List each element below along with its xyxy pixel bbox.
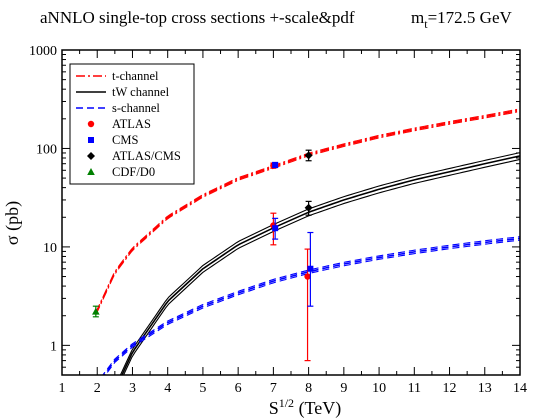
legend-entry-label: ATLAS/CMS: [112, 149, 181, 163]
series-line-tw-channel: [119, 152, 520, 375]
series-line-s-channel: [103, 237, 520, 375]
title-mass-value: =172.5 GeV: [428, 8, 513, 27]
y-tick-label: 1: [50, 339, 57, 354]
x-tick-label: 4: [164, 381, 171, 396]
marker-cms: [307, 265, 314, 272]
series-line-tw-channel: [122, 158, 520, 375]
x-tick-label: 11: [408, 381, 421, 396]
x-tick-label: 8: [305, 381, 312, 396]
y-tick-label: 1000: [29, 44, 57, 59]
chart-title: aNNLO single-top cross sections +-scale&…: [40, 8, 355, 27]
legend-marker: [87, 120, 95, 128]
x-tick-label: 1: [59, 381, 66, 396]
y-axis-label: σ (pb): [2, 201, 23, 245]
x-tick-label: 6: [235, 381, 242, 396]
y-tick-label: 100: [36, 142, 57, 157]
x-tick-label: 12: [443, 381, 457, 396]
plot-area: [92, 108, 520, 375]
marker-atlas-cms: [304, 203, 313, 212]
x-tick-label: 5: [199, 381, 206, 396]
x-tick-label: 10: [372, 381, 386, 396]
legend-entry-label: t-channel: [112, 69, 159, 83]
marker-cms: [272, 225, 279, 232]
legend-marker: [87, 168, 95, 175]
legend-entry-label: CMS: [112, 133, 138, 147]
marker-cdf-d0: [92, 307, 100, 315]
marker-atlas-cms: [304, 151, 313, 160]
x-tick-label: 3: [129, 381, 136, 396]
x-tick-label: 7: [270, 381, 277, 396]
legend-marker: [87, 152, 95, 160]
curves: [95, 108, 520, 375]
legend-entry-label: CDF/D0: [112, 165, 155, 179]
x-axis-label-sup: 1/2: [279, 396, 294, 410]
legend-marker: [88, 137, 94, 143]
marker-atlas: [304, 273, 311, 280]
legend-entry-label: ATLAS: [112, 117, 151, 131]
legend: t-channel tW channel s-channel ATLAS CMS ATLA…: [69, 63, 195, 185]
y-tick-label: 10: [43, 241, 57, 256]
x-tick-label: 13: [478, 381, 492, 396]
data-points: [92, 149, 314, 362]
series-line-s-channel: [102, 236, 520, 375]
x-axis-label-main: S: [269, 398, 279, 418]
x-axis-label-rest: (TeV): [294, 398, 341, 419]
title-mass-symbol: m: [411, 8, 424, 27]
marker-cms: [272, 161, 279, 168]
legend-entry-label: s-channel: [112, 101, 160, 115]
series-line-tw-channel: [121, 155, 520, 375]
x-tick-label: 14: [513, 381, 527, 396]
title-mass-label: mt=172.5 GeV: [411, 8, 512, 31]
x-axis-label: S1/2 (TeV): [269, 396, 342, 419]
series-line-s-channel: [104, 239, 520, 375]
x-tick-label: 9: [340, 381, 347, 396]
legend-entry-label: tW channel: [112, 85, 170, 99]
title-mass-subscript: t: [424, 17, 428, 31]
x-tick-label: 2: [94, 381, 101, 396]
